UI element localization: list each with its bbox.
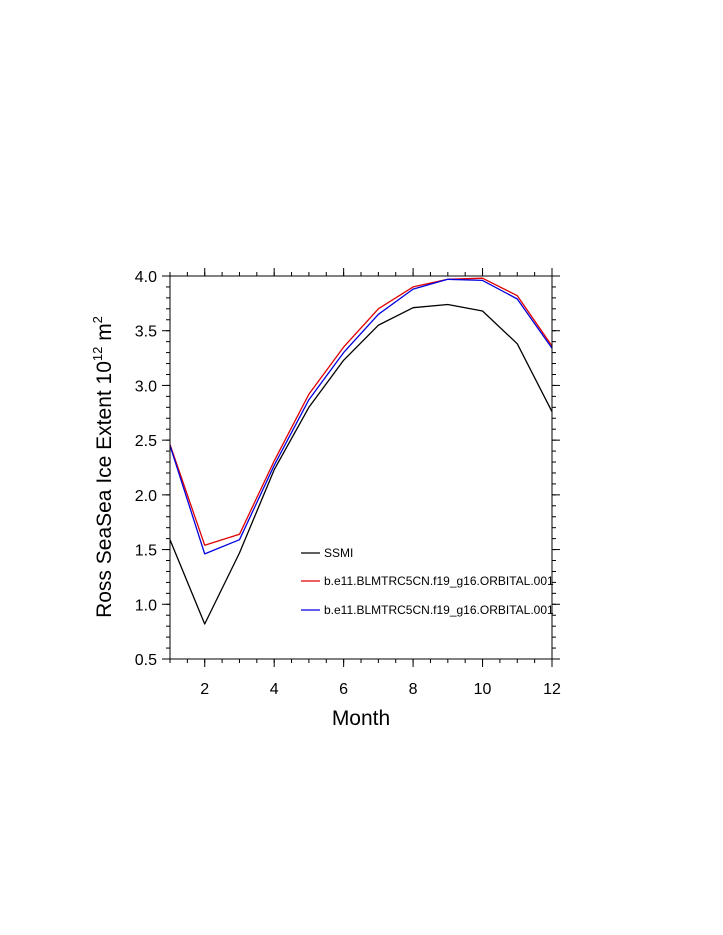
y-axis-title-unit: m <box>93 323 116 346</box>
series-line-1 <box>169 277 553 546</box>
y-tick-label: 3.5 <box>135 324 157 341</box>
y-axis-title-main: Ross SeaSea Ice Extent 10 <box>93 361 116 618</box>
x-tick-label: 10 <box>474 681 492 698</box>
major-ticks <box>162 268 560 667</box>
y-tick-label: 3.0 <box>135 378 157 395</box>
y-tick-label: 1.5 <box>135 543 157 560</box>
y-tick-labels: 0.5 1.0 1.5 2.0 2.5 3.0 3.5 4.0 <box>135 269 157 669</box>
y-tick-label: 1.0 <box>135 597 157 614</box>
legend-label-1: b.e11.BLMTRC5CN.f19_g16.ORBITAL.001 <box>324 574 554 588</box>
x-axis-title: Month <box>332 707 390 730</box>
legend-label-2: b.e11.BLMTRC5CN.f19_g16.ORBITAL.001 <box>324 603 554 617</box>
plot-frame <box>169 275 553 660</box>
x-tick-label: 12 <box>543 681 561 698</box>
series-lines <box>169 277 553 625</box>
series-line-2 <box>169 278 553 555</box>
y-axis-title: Ross SeaSea Ice Extent 1012 m2 <box>90 316 116 618</box>
y-tick-label: 0.5 <box>135 652 157 669</box>
legend: SSMI b.e11.BLMTRC5CN.f19_g16.ORBITAL.001… <box>301 546 554 617</box>
x-tick-label: 4 <box>270 681 279 698</box>
y-axis-title-unit-exponent: 2 <box>90 316 105 323</box>
y-axis-title-exponent: 12 <box>90 347 105 361</box>
x-tick-labels: 2 4 6 8 10 12 <box>200 681 561 698</box>
x-tick-label: 2 <box>200 681 209 698</box>
y-tick-label: 2.5 <box>135 433 157 450</box>
x-tick-label: 8 <box>409 681 418 698</box>
y-tick-label: 4.0 <box>135 269 157 286</box>
legend-label-0: SSMI <box>324 546 353 560</box>
x-tick-label: 6 <box>339 681 348 698</box>
series-line-0 <box>169 303 553 625</box>
y-tick-label: 2.0 <box>135 488 157 505</box>
